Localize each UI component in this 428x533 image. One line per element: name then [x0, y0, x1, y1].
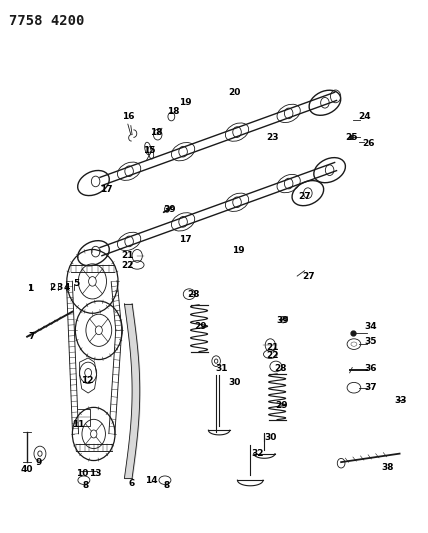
Text: 36: 36 [365, 364, 377, 373]
Text: 6: 6 [129, 479, 135, 488]
Text: 14: 14 [145, 476, 157, 484]
Text: 22: 22 [122, 261, 134, 270]
Text: 4: 4 [64, 283, 70, 292]
Text: 12: 12 [80, 376, 93, 385]
Text: 30: 30 [228, 378, 241, 387]
Text: 15: 15 [143, 146, 155, 155]
Text: 13: 13 [89, 470, 102, 478]
Text: 17: 17 [100, 185, 113, 194]
Text: 9: 9 [35, 458, 42, 466]
Text: 24: 24 [358, 112, 371, 121]
Text: 3: 3 [56, 283, 62, 292]
Text: 7758 4200: 7758 4200 [9, 14, 85, 28]
Text: 39: 39 [163, 205, 175, 214]
Text: 21: 21 [122, 252, 134, 260]
Text: 25: 25 [345, 133, 358, 142]
Text: 29: 29 [275, 401, 288, 410]
Text: 23: 23 [267, 133, 279, 142]
Text: 18: 18 [167, 107, 180, 116]
Text: 31: 31 [215, 364, 228, 373]
Text: 1: 1 [27, 284, 33, 293]
Text: 28: 28 [274, 364, 286, 373]
Text: 34: 34 [365, 321, 377, 330]
Text: 38: 38 [382, 463, 394, 472]
Text: 22: 22 [267, 351, 279, 360]
Text: 5: 5 [74, 279, 80, 288]
Text: 19: 19 [178, 98, 191, 107]
Text: 17: 17 [178, 236, 191, 245]
Text: 10: 10 [77, 470, 89, 478]
Text: 40: 40 [21, 465, 33, 474]
Text: 35: 35 [365, 337, 377, 346]
Text: 27: 27 [303, 272, 315, 280]
Text: 7: 7 [28, 332, 35, 341]
Text: 19: 19 [232, 246, 245, 255]
Text: 30: 30 [264, 433, 276, 442]
Text: 2: 2 [50, 283, 56, 292]
Text: 37: 37 [365, 383, 377, 392]
Text: 39: 39 [277, 316, 289, 325]
Text: 32: 32 [251, 449, 264, 458]
Text: 29: 29 [194, 321, 207, 330]
Text: 21: 21 [267, 343, 279, 352]
Text: 26: 26 [362, 139, 374, 148]
Text: 11: 11 [72, 421, 85, 430]
Text: 33: 33 [395, 396, 407, 405]
Text: 18: 18 [150, 128, 163, 137]
Text: 8: 8 [82, 481, 88, 490]
Text: 27: 27 [298, 192, 311, 201]
Text: 8: 8 [163, 481, 169, 490]
Text: 28: 28 [187, 289, 200, 298]
Text: 20: 20 [228, 87, 241, 96]
Text: 16: 16 [122, 112, 134, 121]
